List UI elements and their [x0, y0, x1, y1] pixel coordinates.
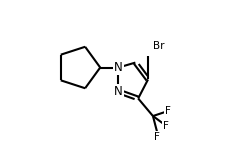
- Text: Br: Br: [153, 41, 164, 51]
- Text: N: N: [114, 85, 123, 98]
- Text: N: N: [114, 61, 123, 74]
- Text: F: F: [165, 106, 171, 116]
- Text: F: F: [163, 121, 169, 131]
- Text: F: F: [154, 132, 160, 142]
